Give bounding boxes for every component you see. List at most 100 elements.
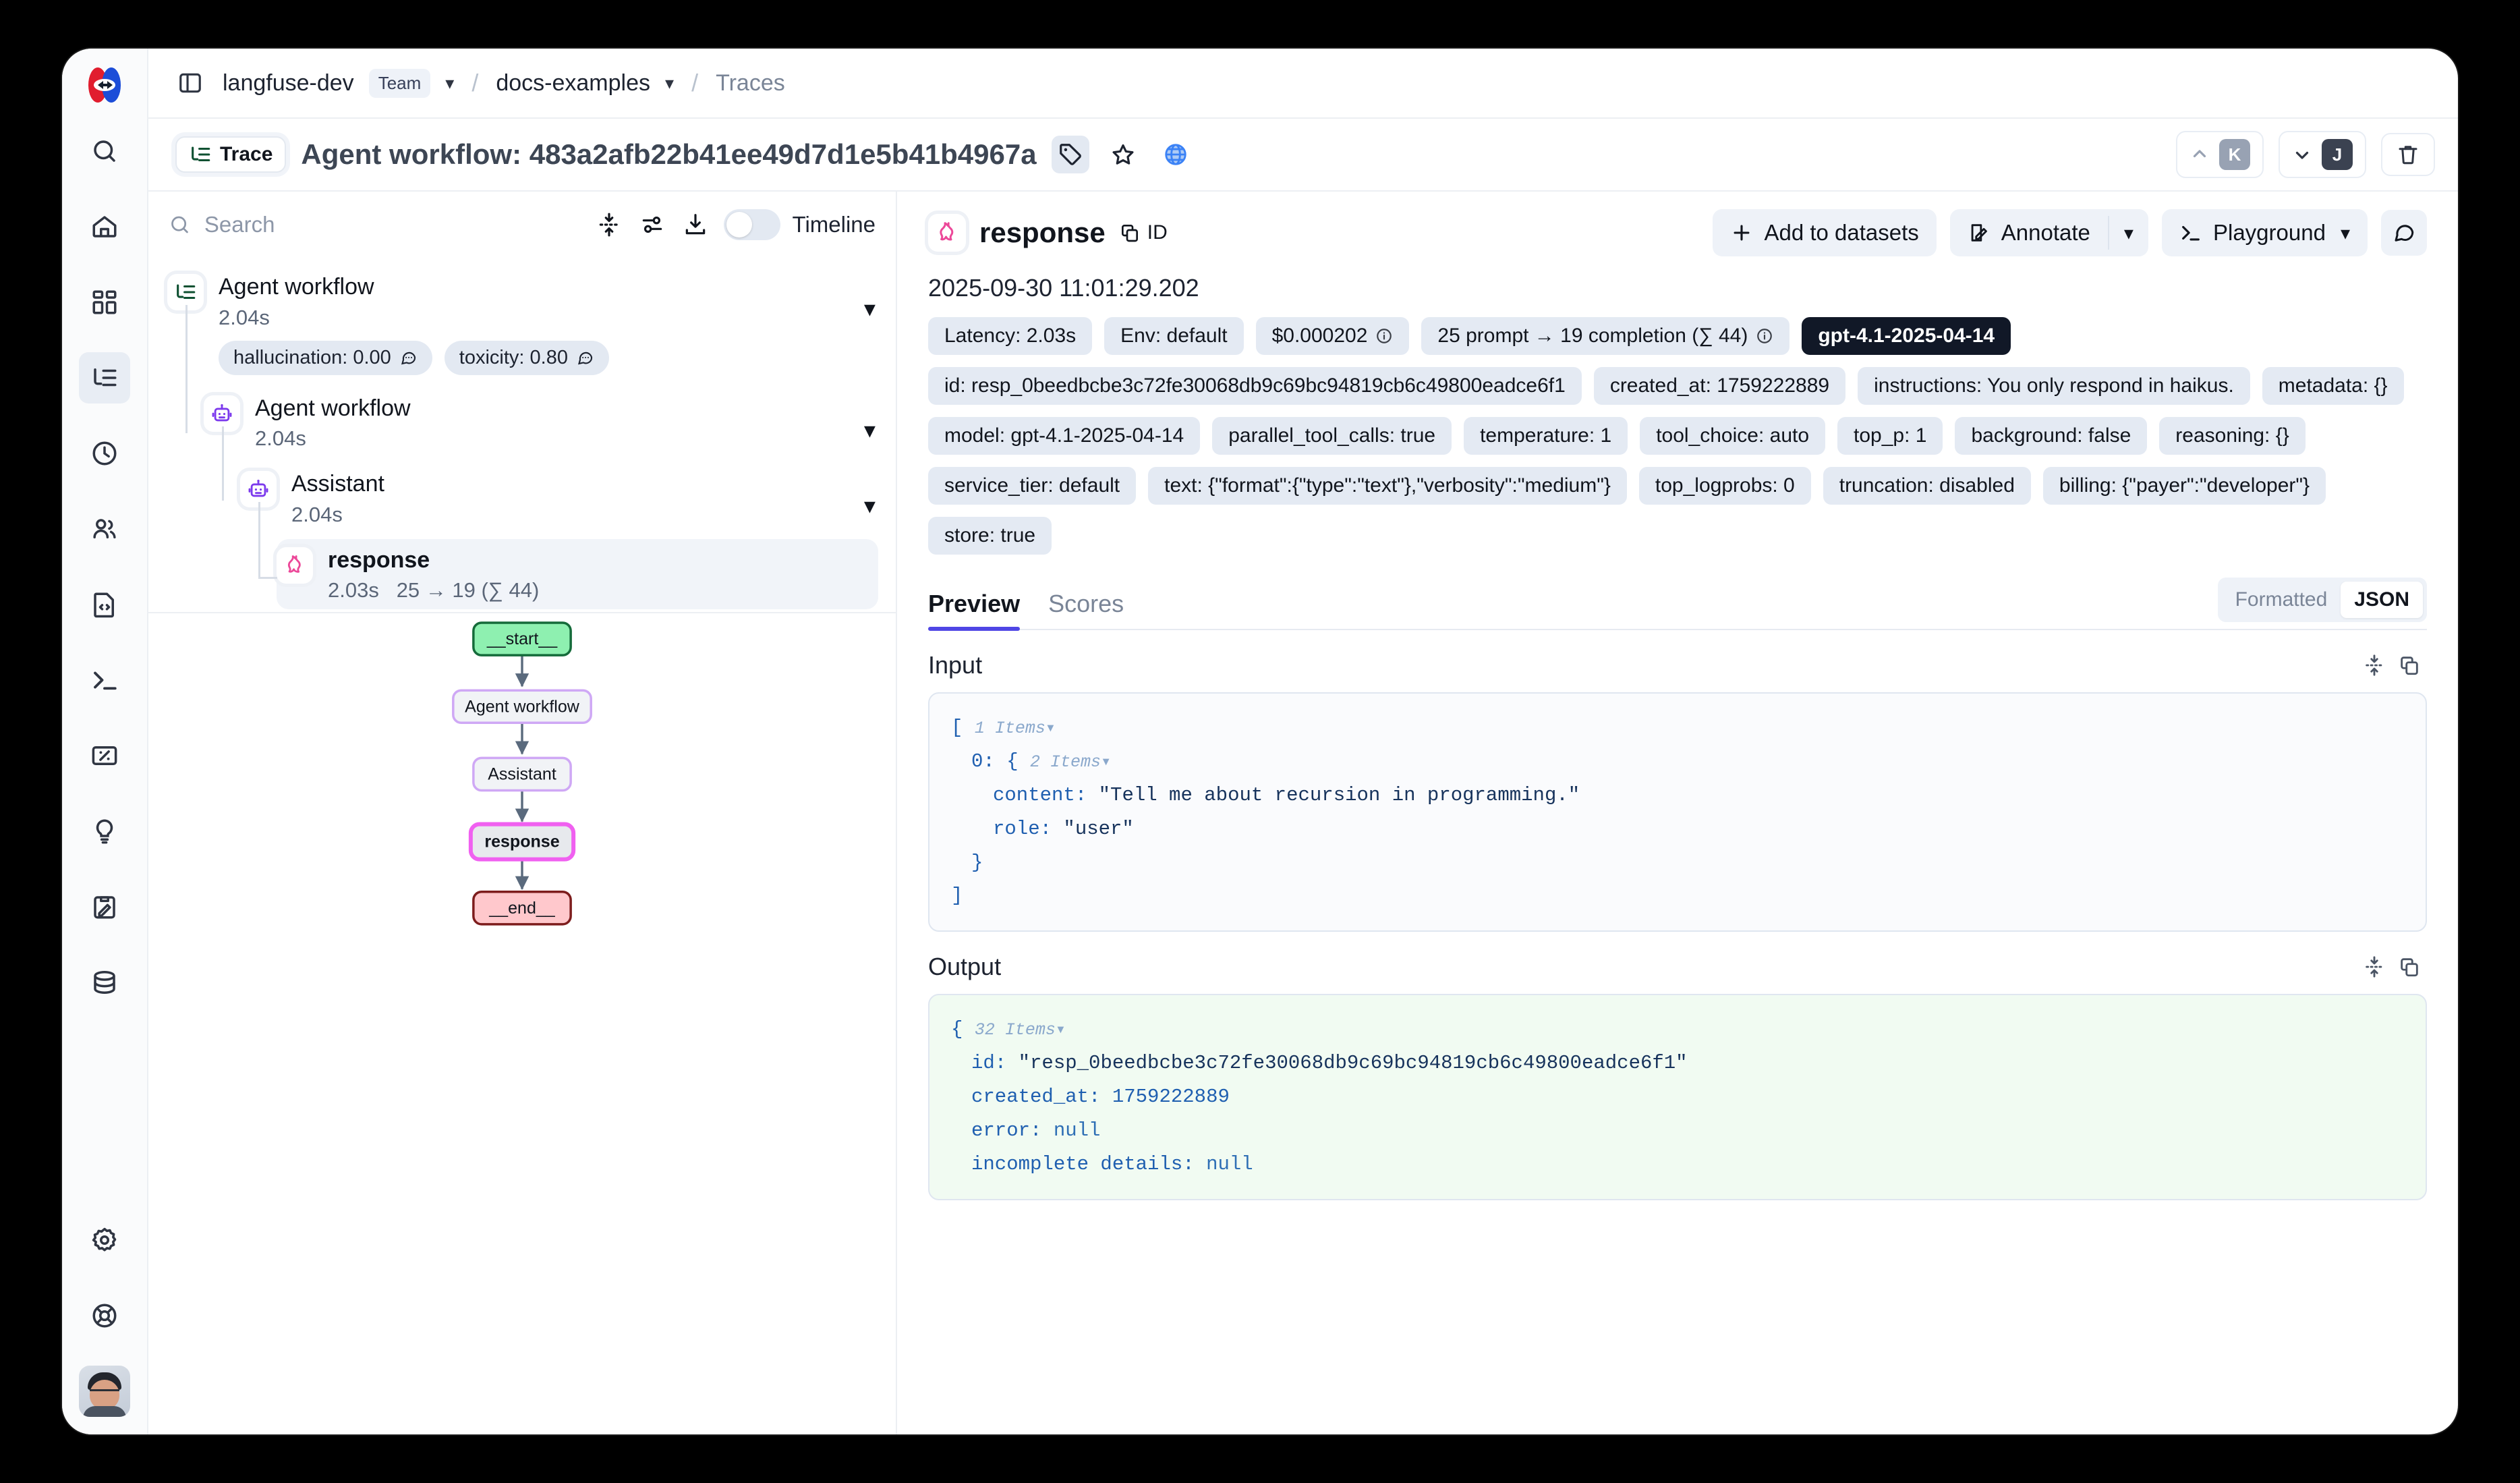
search-input[interactable]: [204, 212, 588, 237]
badge-cost: $0.000202: [1255, 317, 1410, 355]
graph-node-response[interactable]: response: [468, 822, 576, 862]
json-items-count[interactable]: 32 Items: [974, 1020, 1056, 1040]
agent-graph-pane: __start__ Agent workflow Assistant: [148, 612, 896, 1434]
collapse-icon[interactable]: [2357, 949, 2392, 984]
star-icon[interactable]: [1104, 136, 1142, 173]
download-icon[interactable]: [674, 203, 717, 246]
graph-node-start[interactable]: __start__: [472, 621, 572, 656]
home-icon[interactable]: [79, 201, 130, 252]
tree-node-row-selected[interactable]: response 2.03s 25 → 19 (∑ 44): [277, 538, 878, 609]
copy-id-button[interactable]: ID: [1119, 221, 1168, 244]
next-trace-button[interactable]: J: [2279, 131, 2366, 178]
comment-icon[interactable]: [2381, 210, 2427, 256]
add-to-datasets-button[interactable]: Add to datasets: [1713, 209, 1937, 256]
tag-icon[interactable]: [1051, 136, 1089, 173]
dashboards-icon[interactable]: [79, 277, 130, 328]
breadcrumb-section[interactable]: Traces: [716, 69, 785, 96]
tree-node-row[interactable]: Agent workflow 2.04s hallucination: 0.00…: [167, 266, 896, 382]
timeline-toggle[interactable]: [723, 209, 780, 240]
tree-toolbar: Timeline: [148, 192, 896, 258]
generation-icon: [277, 547, 313, 584]
metadata-badges: Latency: 2.03s Env: default $0.000202 25…: [928, 317, 2427, 555]
avatar[interactable]: [79, 1366, 130, 1417]
view-mode-formatted[interactable]: Formatted: [2235, 588, 2328, 611]
json-items-count[interactable]: 2 Items: [1030, 752, 1101, 772]
tree-node-row[interactable]: Agent workflow 2.04s ▾: [204, 387, 896, 458]
graph-node-label: __end__: [488, 899, 556, 918]
view-mode-json[interactable]: JSON: [2341, 582, 2423, 618]
input-title: Input: [928, 651, 983, 679]
badge-latency: Latency: 2.03s: [928, 317, 1093, 355]
panel-toggle-icon[interactable]: [173, 65, 208, 101]
observation-header: response ID Add to datasets: [928, 209, 2427, 256]
json-value-content: "Tell me about recursion in programming.…: [1098, 783, 1580, 806]
agent-graph[interactable]: __start__ Agent workflow Assistant: [148, 613, 896, 1434]
badge-model: gpt-4.1-2025-04-14: [1802, 317, 2011, 355]
trace-type-badge: Trace: [175, 136, 287, 173]
settings-icon[interactable]: [79, 1214, 130, 1266]
page-title: Agent workflow: 483a2afb22b41ee49d7d1e5b…: [301, 138, 1037, 170]
breadcrumb-org[interactable]: langfuse-dev: [223, 69, 354, 96]
previous-trace-button[interactable]: K: [2176, 131, 2264, 178]
annotate-button-group: Annotate ▾: [1949, 209, 2148, 256]
input-section: Input [ 1 Items▾ 0:: [928, 648, 2427, 932]
score-badge-hallucination[interactable]: hallucination: 0.00: [219, 340, 432, 375]
globe-icon[interactable]: [1157, 136, 1195, 173]
breadcrumb-project[interactable]: docs-examples: [496, 69, 650, 96]
datasets-icon[interactable]: [79, 957, 130, 1008]
trace-tree: Agent workflow 2.04s hallucination: 0.00…: [148, 258, 896, 612]
tree-node-usage: 25 → 19 (∑ 44): [396, 578, 540, 602]
prompts-icon[interactable]: [79, 579, 130, 630]
chevron-down-icon[interactable]: ▾: [863, 417, 876, 443]
tree-node-duration: 2.04s: [219, 305, 270, 329]
badge-reasoning: reasoning: {}: [2159, 417, 2306, 455]
badge-metadata: metadata: {}: [2262, 367, 2404, 405]
graph-node-agent-workflow[interactable]: Agent workflow: [452, 689, 592, 725]
tab-scores[interactable]: Scores: [1048, 590, 1124, 617]
copy-icon[interactable]: [2392, 949, 2427, 984]
chevron-down-icon[interactable]: ▾: [863, 493, 876, 519]
delete-trace-button[interactable]: [2381, 133, 2435, 176]
badge-id: id: resp_0beedbcbe3c72fe30068db9c69bc948…: [928, 367, 1582, 405]
badge-env: Env: default: [1104, 317, 1244, 355]
badge-top-logprobs: top_logprobs: 0: [1638, 467, 1811, 505]
llm-judge-icon[interactable]: [79, 806, 130, 857]
badge-text-format: text: {"format":{"type":"text"},"verbosi…: [1148, 467, 1627, 505]
input-json-viewer[interactable]: [ 1 Items▾ 0: { 2 Items▾ content: "Tell …: [928, 692, 2427, 932]
sessions-icon[interactable]: [79, 428, 130, 479]
copy-icon[interactable]: [2392, 648, 2427, 683]
sidebar-item-tracing[interactable]: [79, 352, 130, 403]
users-icon[interactable]: [79, 503, 130, 555]
tree-settings-icon[interactable]: [631, 203, 674, 246]
evaluation-icon[interactable]: [79, 730, 130, 781]
chevron-down-icon[interactable]: ▾: [2340, 222, 2350, 244]
langfuse-logo[interactable]: [83, 63, 126, 107]
json-key-incomplete-details: incomplete details:: [971, 1152, 1195, 1175]
search-icon[interactable]: [79, 125, 130, 177]
playground-icon[interactable]: [79, 654, 130, 706]
graph-node-end[interactable]: __end__: [472, 890, 572, 926]
collapse-all-icon[interactable]: [588, 203, 631, 246]
score-badge-toxicity[interactable]: toxicity: 0.80: [444, 340, 609, 375]
observation-timestamp: 2025-09-30 11:01:29.202: [928, 274, 1199, 302]
chevron-down-icon[interactable]: ▾: [863, 296, 876, 322]
tab-preview[interactable]: Preview: [928, 590, 1021, 631]
annotate-button[interactable]: Annotate: [1950, 209, 2108, 256]
trace-tree-panel: Timeline Agent workflow 2.04s: [148, 192, 897, 1434]
json-items-count[interactable]: 1 Items: [974, 719, 1046, 738]
json-key-error: error:: [971, 1119, 1042, 1142]
output-section: Output { 32 Items▾ id: [928, 949, 2427, 1200]
annotate-dropdown-chevron-icon[interactable]: ▾: [2123, 222, 2134, 244]
annotation-icon[interactable]: [79, 881, 130, 932]
chevron-down-icon[interactable]: ▾: [445, 72, 455, 93]
tree-node-row[interactable]: Assistant 2.04s ▾: [240, 463, 896, 534]
support-icon[interactable]: [79, 1290, 130, 1341]
search-field[interactable]: [169, 212, 588, 237]
tree-node-name: Agent workflow: [219, 274, 374, 300]
playground-button[interactable]: Playground ▾: [2161, 209, 2368, 256]
output-json-viewer[interactable]: { 32 Items▾ id: "resp_0beedbcbe3c72fe300…: [928, 994, 2427, 1200]
chevron-down-icon-project[interactable]: ▾: [665, 72, 675, 93]
tree-node-duration: 2.04s: [291, 502, 343, 526]
graph-node-assistant[interactable]: Assistant: [472, 756, 572, 792]
collapse-icon[interactable]: [2357, 648, 2392, 683]
